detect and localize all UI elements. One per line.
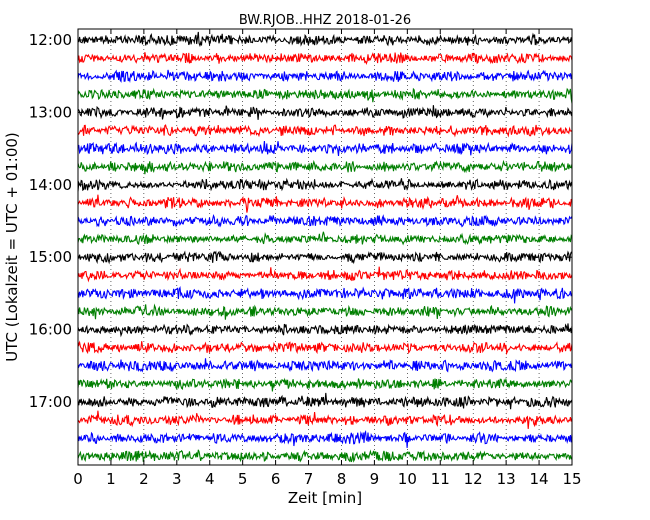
y-tick-label: 17:00 <box>29 393 72 411</box>
trace-5 <box>77 124 573 138</box>
x-axis-ticks: 0 1 2 3 4 5 6 7 8 9 10 11 12 13 14 15 <box>73 29 582 488</box>
trace-3 <box>77 87 573 104</box>
trace-14 <box>77 286 573 304</box>
trace-21 <box>77 410 573 429</box>
y-axis-label: UTC (Lokalzeit = UTC + 01:00) <box>3 132 21 362</box>
trace-19 <box>77 377 573 392</box>
plot-frame <box>77 28 573 466</box>
x-tick-label: 3 <box>172 470 182 488</box>
trace-23 <box>77 449 573 463</box>
x-axis-label: Zeit [min] <box>288 489 362 507</box>
trace-18 <box>77 358 573 373</box>
y-tick-label: 15:00 <box>29 248 72 266</box>
x-tick-label: 10 <box>398 470 417 488</box>
trace-17 <box>77 340 573 356</box>
trace-11 <box>77 231 573 246</box>
trace-7 <box>77 159 573 175</box>
x-tick-label: 0 <box>73 470 83 488</box>
seismic-traces <box>77 31 573 463</box>
trace-4 <box>77 105 573 120</box>
y-tick-label: 14:00 <box>29 176 72 194</box>
x-tick-label: 13 <box>497 470 516 488</box>
vertical-gridlines <box>110 29 540 465</box>
x-tick-label: 12 <box>464 470 483 488</box>
trace-15 <box>77 303 573 320</box>
x-tick-label: 11 <box>431 470 450 488</box>
x-tick-label: 1 <box>106 470 116 488</box>
trace-0 <box>77 31 573 48</box>
x-tick-label: 5 <box>238 470 248 488</box>
trace-20 <box>77 392 573 410</box>
trace-9 <box>77 194 573 213</box>
x-tick-label: 4 <box>205 470 215 488</box>
trace-1 <box>77 52 573 65</box>
x-tick-label: 14 <box>530 470 549 488</box>
y-axis-ticks: 12:00 13:00 14:00 15:00 16:00 17:00 <box>29 31 572 411</box>
trace-12 <box>77 250 573 265</box>
trace-13 <box>77 266 573 283</box>
x-tick-label: 15 <box>562 470 581 488</box>
y-tick-label: 12:00 <box>29 31 72 49</box>
x-tick-label: 6 <box>271 470 281 488</box>
trace-10 <box>77 214 573 228</box>
x-tick-label: 8 <box>337 470 347 488</box>
trace-16 <box>77 323 573 338</box>
trace-8 <box>77 177 573 192</box>
trace-6 <box>78 141 573 156</box>
x-tick-label: 2 <box>139 470 149 488</box>
y-tick-label: 16:00 <box>29 321 72 339</box>
x-tick-label: 7 <box>304 470 314 488</box>
x-tick-label: 9 <box>370 470 380 488</box>
trace-22 <box>77 430 573 448</box>
chart-title: BW.RJOB..HHZ 2018-01-26 <box>239 13 411 28</box>
trace-2 <box>77 69 573 83</box>
y-tick-label: 13:00 <box>29 103 72 121</box>
